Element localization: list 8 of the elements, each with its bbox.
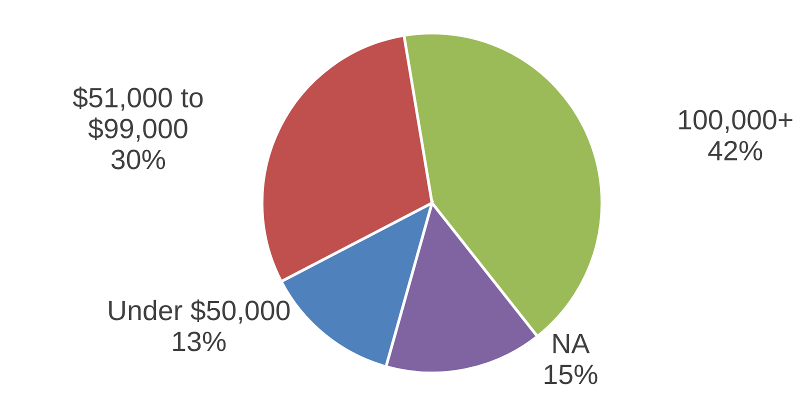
data-label: 13% [173, 332, 226, 352]
slice-label: 100,000+ [679, 110, 792, 133]
slice-label: Under $50,000 [109, 299, 290, 324]
slice-label: $51,000 to $99,000 [72, 86, 203, 142]
slice-label: NA [553, 334, 590, 354]
data-label: 42% [708, 140, 762, 160]
data-label: 15% [544, 364, 598, 384]
data-label: 30% [111, 150, 166, 170]
